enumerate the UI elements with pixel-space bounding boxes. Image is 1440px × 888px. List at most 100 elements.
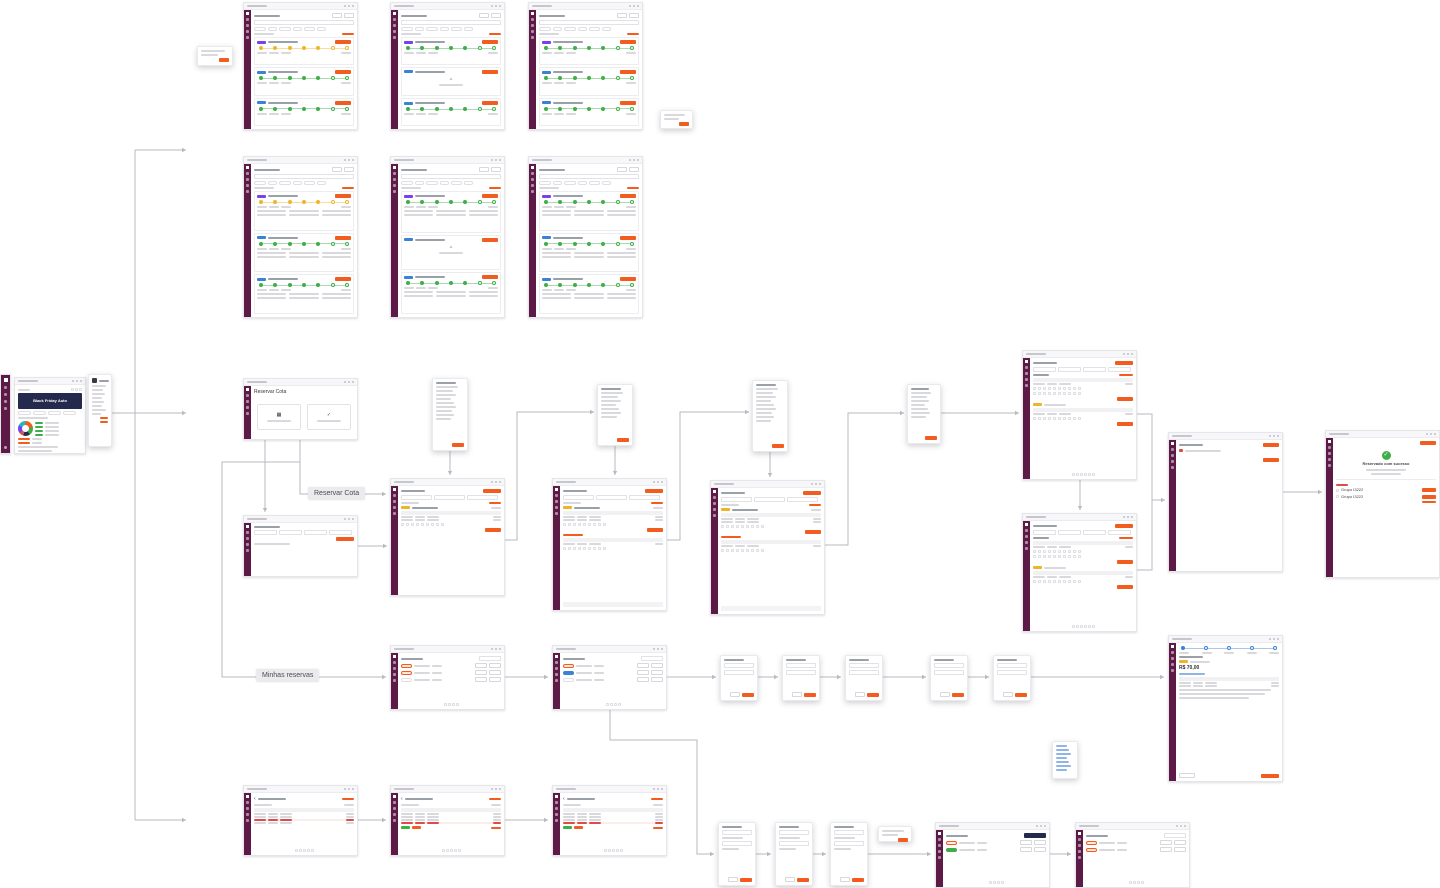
- primary-button[interactable]: [1115, 361, 1133, 365]
- select-button[interactable]: [1117, 585, 1133, 589]
- unit-chip[interactable]: [1033, 580, 1036, 583]
- group-action-button[interactable]: [1422, 488, 1436, 493]
- unit-chip[interactable]: [1043, 387, 1046, 390]
- popup-cancel-step-3[interactable]: [845, 655, 883, 701]
- card-action-button[interactable]: [335, 100, 351, 105]
- input-field[interactable]: [1033, 530, 1056, 535]
- unit-chip[interactable]: [593, 523, 596, 526]
- popup-form-step-2[interactable]: [775, 822, 813, 886]
- filter-chip[interactable]: [254, 181, 266, 185]
- card-action-button[interactable]: [620, 40, 636, 44]
- window-control-dot[interactable]: [491, 159, 493, 161]
- cancel-button[interactable]: [730, 692, 740, 697]
- input-field[interactable]: [401, 20, 501, 25]
- filter-chip[interactable]: [18, 411, 31, 415]
- window-control-dot[interactable]: [1036, 825, 1038, 827]
- row-action-button[interactable]: [1020, 847, 1032, 852]
- unit-chip[interactable]: [1043, 555, 1046, 558]
- window-control-dot[interactable]: [1434, 433, 1436, 435]
- filter-chip[interactable]: [401, 181, 413, 185]
- screen-my-reservations-2[interactable]: [552, 645, 667, 710]
- filter-chip[interactable]: [539, 27, 551, 31]
- window-control-dot[interactable]: [76, 380, 78, 382]
- page-dot[interactable]: [453, 849, 457, 852]
- confirm-button[interactable]: [1015, 692, 1027, 697]
- input-field[interactable]: [434, 495, 465, 500]
- unit-chip[interactable]: [1073, 580, 1076, 583]
- window-control-dot[interactable]: [629, 159, 631, 161]
- unit-chip[interactable]: [1073, 555, 1076, 558]
- proposal-card[interactable]: [401, 191, 501, 233]
- input-field[interactable]: [722, 841, 752, 846]
- screen-my-reservations-3[interactable]: [935, 822, 1050, 888]
- primary-button[interactable]: [1263, 443, 1279, 447]
- screen-quota-detail-3[interactable]: ‹: [552, 785, 667, 856]
- window-control-dot[interactable]: [348, 5, 350, 7]
- confirm-button[interactable]: [742, 692, 754, 697]
- unit-chip[interactable]: [736, 549, 739, 552]
- row-action-button[interactable]: [1160, 847, 1172, 852]
- window-control-dot[interactable]: [491, 481, 493, 483]
- row-action-button[interactable]: [1174, 840, 1186, 845]
- input-field[interactable]: [329, 530, 352, 535]
- filter-chip[interactable]: [553, 181, 562, 185]
- sidebar-icon[interactable]: [1328, 446, 1331, 449]
- sidebar-icon[interactable]: [555, 512, 558, 515]
- filter-chip[interactable]: [564, 27, 576, 31]
- sidebar-icon[interactable]: [393, 813, 396, 816]
- unit-chip[interactable]: [401, 523, 404, 526]
- unit-chip[interactable]: [1078, 417, 1081, 420]
- unit-chip[interactable]: [1033, 392, 1036, 395]
- sidebar-icon[interactable]: [246, 172, 249, 175]
- window-control-dot[interactable]: [1180, 825, 1182, 827]
- proposal-card[interactable]: [401, 272, 501, 315]
- sidebar-icon[interactable]: [393, 673, 396, 676]
- unit-chip[interactable]: [1048, 392, 1051, 395]
- window-control-dot[interactable]: [491, 5, 493, 7]
- sidebar-icon[interactable]: [1171, 460, 1174, 463]
- window-control-dot[interactable]: [348, 381, 350, 383]
- sidebar-icon[interactable]: [246, 406, 249, 409]
- unit-chip[interactable]: [1038, 392, 1041, 395]
- popup-form-step-3[interactable]: [830, 822, 868, 886]
- card-action-button[interactable]: [335, 70, 351, 75]
- sidebar-icon[interactable]: [1025, 535, 1028, 538]
- input-field[interactable]: [1164, 833, 1186, 838]
- filter-chip[interactable]: [401, 27, 413, 31]
- card-action-button[interactable]: [482, 40, 498, 44]
- confirm-button[interactable]: [925, 436, 937, 440]
- header-action-button[interactable]: [617, 167, 627, 172]
- primary-button[interactable]: [645, 489, 663, 493]
- sidebar-icon[interactable]: [1171, 669, 1174, 672]
- sidebar-icon[interactable]: [713, 502, 716, 505]
- sidebar-icon[interactable]: [713, 496, 716, 499]
- input-field[interactable]: [596, 495, 627, 500]
- window-control-dot[interactable]: [499, 481, 501, 483]
- unit-chip[interactable]: [726, 525, 729, 528]
- unit-chip[interactable]: [1033, 550, 1036, 553]
- window-control-dot[interactable]: [819, 483, 821, 485]
- row-action-button[interactable]: [637, 663, 649, 668]
- reserve-confirm-card[interactable]: ✓: [307, 403, 351, 430]
- unit-chip[interactable]: [416, 523, 419, 526]
- window-control-dot[interactable]: [661, 648, 663, 650]
- cancel-button[interactable]: [1003, 692, 1013, 697]
- unit-chip[interactable]: [441, 523, 444, 526]
- sidebar-icon[interactable]: [1078, 844, 1081, 847]
- page-dot[interactable]: [1140, 881, 1144, 884]
- input-field[interactable]: [786, 663, 816, 668]
- confirm-button[interactable]: [1261, 773, 1279, 778]
- confirm-button[interactable]: [804, 692, 816, 697]
- filter-chip[interactable]: [268, 181, 277, 185]
- page-dot[interactable]: [306, 849, 310, 852]
- reserve-button[interactable]: [485, 528, 501, 532]
- window-control-dot[interactable]: [1273, 435, 1275, 437]
- flow-label[interactable]: Reservar Cota: [308, 487, 366, 500]
- unit-chip[interactable]: [1068, 387, 1071, 390]
- screen-reserve-filter[interactable]: [243, 515, 358, 577]
- filter-chip[interactable]: [317, 27, 326, 31]
- unit-chip[interactable]: [1043, 392, 1046, 395]
- sidebar-icon[interactable]: [246, 807, 249, 810]
- unit-chip[interactable]: [1053, 387, 1056, 390]
- unit-chip[interactable]: [1038, 387, 1041, 390]
